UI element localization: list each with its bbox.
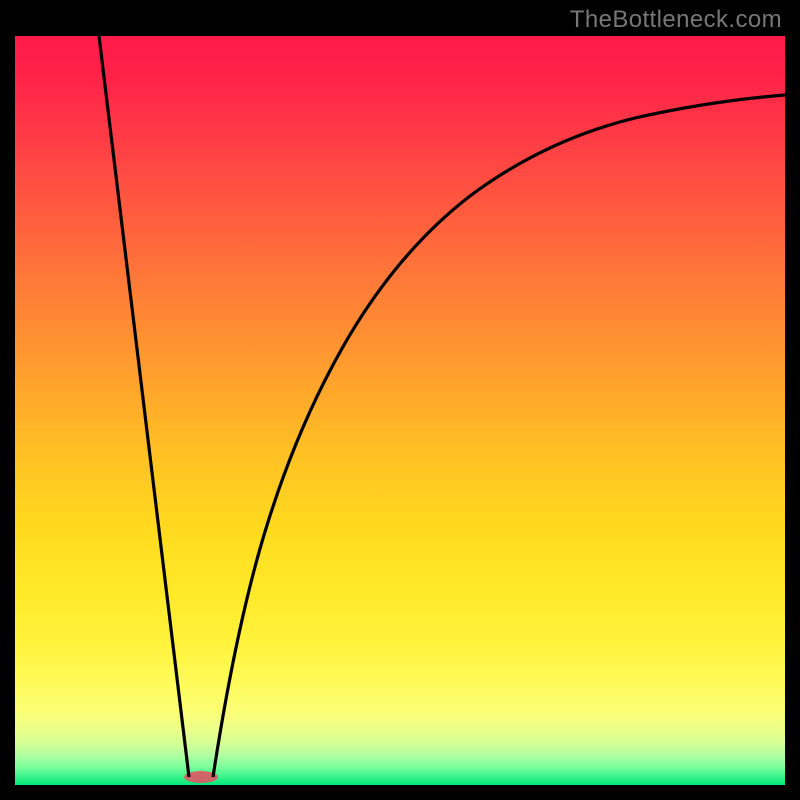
curve-left-branch bbox=[99, 36, 189, 777]
curve-svg bbox=[0, 0, 800, 800]
chart-container: TheBottleneck.com bbox=[0, 0, 800, 800]
curve-right-branch bbox=[213, 95, 785, 777]
watermark-text: TheBottleneck.com bbox=[570, 6, 782, 34]
